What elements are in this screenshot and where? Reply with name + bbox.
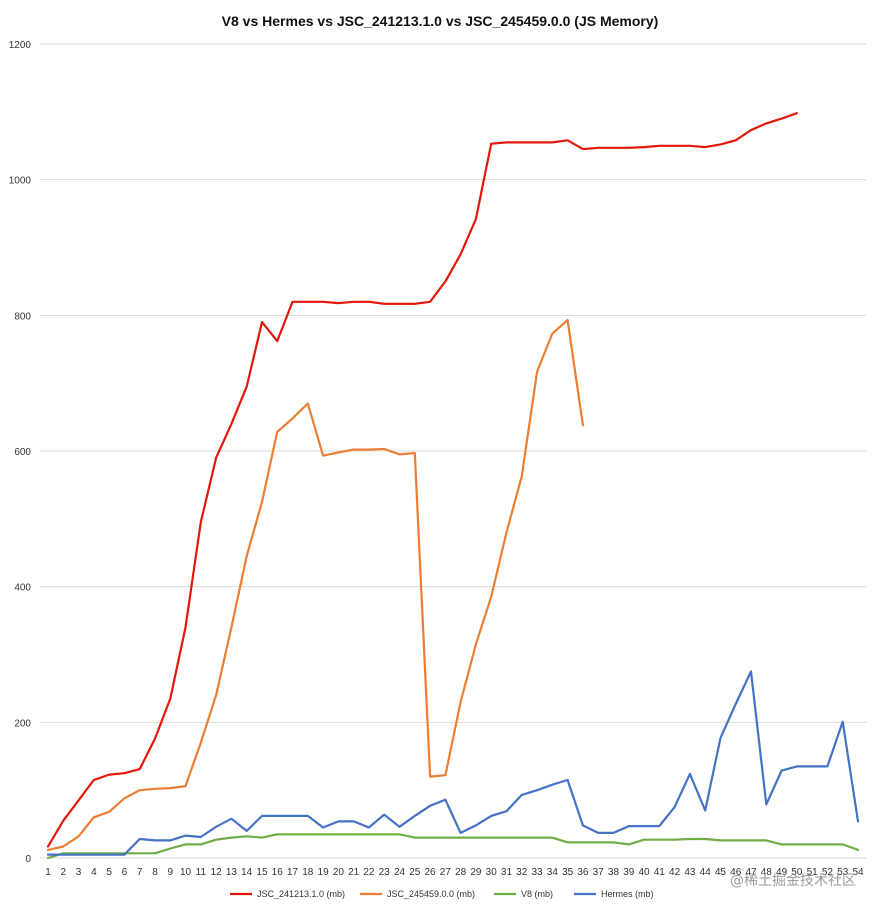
y-tick-label: 400 [14, 583, 31, 594]
x-tick-label: 19 [318, 867, 330, 878]
series-lines [46, 112, 860, 860]
x-tick-label: 54 [852, 867, 864, 878]
x-tick-label: 36 [577, 867, 589, 878]
x-tick-label: 7 [137, 867, 143, 878]
x-tick-label: 37 [593, 867, 605, 878]
x-tick-label: 2 [61, 867, 67, 878]
x-tick-label: 21 [348, 867, 360, 878]
chart-title: V8 vs Hermes vs JSC_241213.1.0 vs JSC_24… [222, 13, 659, 29]
legend: JSC_241213.1.0 (mb) JSC_245459.0.0 (mb) V8… [230, 889, 654, 899]
x-tick-label: 43 [684, 867, 696, 878]
x-tick-label: 10 [180, 867, 192, 878]
x-tick-label: 9 [167, 867, 173, 878]
series-line-3 [46, 670, 860, 856]
x-tick-label: 48 [761, 867, 773, 878]
x-tick-label: 52 [822, 867, 834, 878]
x-tick-label: 14 [241, 867, 253, 878]
series-line-2 [46, 833, 860, 860]
series-line-0 [46, 112, 798, 848]
x-axis-tick-labels: 1 2 3 4 5 6 7 8 9 10 11 12 13 14 15 16 17 18 19 20 21 22 23 24 2… [45, 867, 864, 878]
x-tick-label: 26 [425, 867, 437, 878]
x-tick-label: 41 [654, 867, 666, 878]
x-tick-label: 25 [409, 867, 421, 878]
watermark-text: @稀土掘金技术社区 [730, 873, 856, 889]
y-axis-tick-labels: 0 200 400 600 800 1000 1200 [9, 40, 32, 865]
x-tick-label: 3 [76, 867, 82, 878]
x-tick-label: 39 [623, 867, 635, 878]
x-tick-label: 50 [791, 867, 803, 878]
gridlines [40, 43, 866, 859]
x-tick-label: 44 [700, 867, 712, 878]
x-tick-label: 35 [562, 867, 574, 878]
x-tick-label: 27 [440, 867, 452, 878]
x-tick-label: 53 [837, 867, 849, 878]
x-tick-label: 20 [333, 867, 345, 878]
series-line-1 [46, 319, 584, 851]
x-tick-label: 12 [211, 867, 223, 878]
x-tick-label: 18 [302, 867, 314, 878]
y-tick-label: 600 [14, 447, 31, 458]
x-tick-label: 15 [256, 867, 268, 878]
x-tick-label: 16 [272, 867, 284, 878]
legend-label: Hermes (mb) [601, 889, 654, 899]
y-tick-label: 1000 [9, 176, 32, 187]
x-tick-label: 51 [807, 867, 819, 878]
x-tick-label: 4 [91, 867, 97, 878]
legend-label: V8 (mb) [521, 889, 553, 899]
y-tick-label: 1200 [9, 40, 32, 51]
x-tick-label: 33 [531, 867, 543, 878]
x-tick-label: 46 [730, 867, 742, 878]
legend-label: JSC_245459.0.0 (mb) [387, 889, 475, 899]
x-tick-label: 45 [715, 867, 727, 878]
x-tick-label: 47 [745, 867, 757, 878]
x-tick-label: 22 [363, 867, 375, 878]
x-tick-label: 13 [226, 867, 238, 878]
y-tick-label: 800 [14, 311, 31, 322]
x-tick-label: 17 [287, 867, 299, 878]
y-tick-label: 200 [14, 718, 31, 729]
x-tick-label: 24 [394, 867, 406, 878]
x-tick-label: 6 [122, 867, 128, 878]
x-tick-label: 49 [776, 867, 788, 878]
x-tick-label: 5 [106, 867, 112, 878]
x-tick-label: 28 [455, 867, 467, 878]
x-tick-label: 34 [547, 867, 559, 878]
x-tick-label: 29 [470, 867, 482, 878]
x-tick-label: 32 [516, 867, 528, 878]
x-tick-label: 31 [501, 867, 513, 878]
x-tick-label: 1 [45, 867, 51, 878]
y-tick-label: 0 [25, 854, 31, 865]
x-tick-label: 23 [379, 867, 391, 878]
legend-label: JSC_241213.1.0 (mb) [257, 889, 345, 899]
x-tick-label: 8 [152, 867, 158, 878]
x-tick-label: 11 [196, 867, 207, 878]
x-tick-label: 38 [608, 867, 620, 878]
x-tick-label: 40 [638, 867, 650, 878]
x-tick-label: 30 [486, 867, 498, 878]
x-tick-label: 42 [669, 867, 681, 878]
